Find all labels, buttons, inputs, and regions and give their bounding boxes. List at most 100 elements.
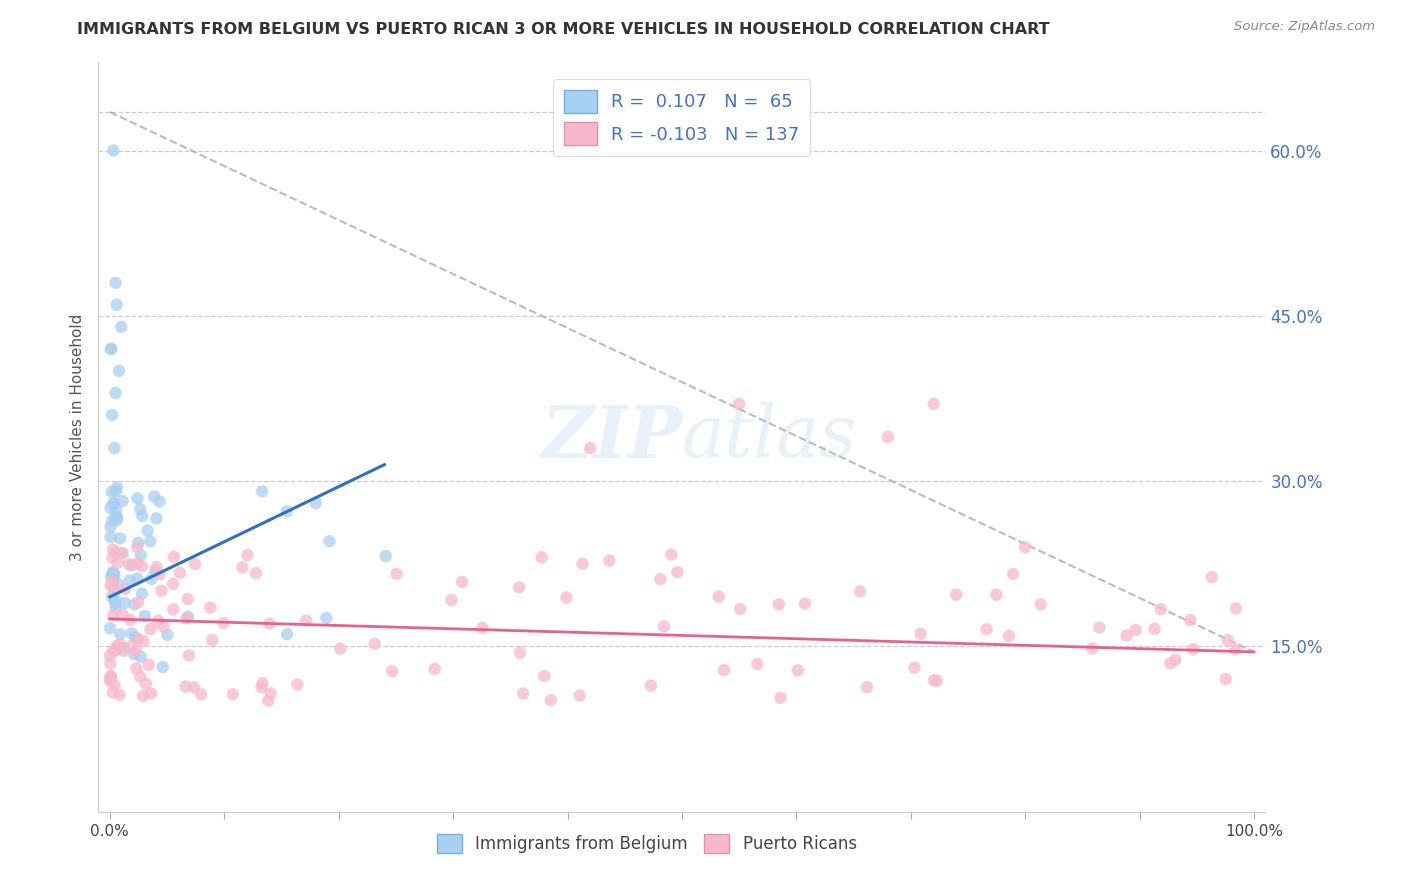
Point: [598, 553, 620, 567]
Point: [104, 678, 127, 692]
Point: [100, 669, 122, 683]
Point: [100, 657, 122, 671]
Point: [786, 664, 808, 678]
Point: [129, 548, 152, 562]
Point: [922, 397, 945, 411]
Point: [381, 665, 404, 679]
Point: [103, 569, 125, 583]
Point: [114, 596, 136, 610]
Point: [728, 397, 751, 411]
Point: [1150, 602, 1173, 616]
Point: [101, 567, 124, 582]
Point: [650, 572, 672, 586]
Point: [129, 649, 152, 664]
Point: [118, 574, 141, 588]
Point: [769, 690, 792, 705]
Point: [910, 626, 932, 640]
Point: [579, 441, 602, 455]
Point: [101, 590, 124, 604]
Point: [640, 679, 662, 693]
Point: [127, 595, 149, 609]
Point: [1164, 653, 1187, 667]
Point: [707, 590, 730, 604]
Point: [250, 681, 273, 695]
Point: [129, 502, 152, 516]
Point: [112, 641, 135, 656]
Point: [114, 582, 136, 596]
Text: Source: ZipAtlas.com: Source: ZipAtlas.com: [1234, 20, 1375, 33]
Point: [162, 577, 184, 591]
Point: [135, 676, 157, 690]
Point: [145, 511, 167, 525]
Point: [122, 647, 145, 661]
Point: [1029, 598, 1052, 612]
Point: [98, 672, 121, 686]
Point: [111, 546, 134, 560]
Point: [533, 669, 555, 683]
Point: [101, 542, 124, 557]
Point: [1159, 657, 1181, 671]
Point: [374, 549, 396, 563]
Point: [108, 637, 131, 651]
Point: [903, 661, 925, 675]
Point: [139, 622, 162, 636]
Point: [101, 408, 124, 422]
Point: [105, 513, 128, 527]
Point: [659, 548, 682, 562]
Point: [110, 627, 132, 641]
Point: [138, 657, 160, 672]
Point: [169, 566, 191, 580]
Point: [174, 680, 197, 694]
Point: [176, 592, 198, 607]
Point: [568, 689, 591, 703]
Point: [127, 571, 149, 585]
Point: [127, 557, 149, 571]
Point: [1014, 541, 1036, 555]
Point: [1088, 620, 1111, 634]
Point: [103, 566, 125, 581]
Text: IMMIGRANTS FROM BELGIUM VS PUERTO RICAN 3 OR MORE VEHICLES IN HOUSEHOLD CORRELAT: IMMIGRANTS FROM BELGIUM VS PUERTO RICAN …: [77, 22, 1050, 37]
Point: [111, 607, 134, 622]
Point: [98, 648, 121, 663]
Point: [131, 509, 153, 524]
Point: [257, 693, 280, 707]
Point: [1201, 570, 1223, 584]
Point: [1182, 642, 1205, 657]
Point: [101, 484, 124, 499]
Point: [555, 591, 578, 605]
Point: [105, 643, 128, 657]
Point: [998, 629, 1021, 643]
Point: [127, 541, 149, 555]
Point: [713, 663, 735, 677]
Point: [176, 611, 198, 625]
Point: [190, 687, 212, 701]
Point: [152, 619, 174, 633]
Point: [107, 577, 129, 591]
Point: [200, 600, 222, 615]
Point: [163, 549, 186, 564]
Point: [259, 686, 281, 700]
Point: [177, 610, 200, 624]
Point: [105, 298, 128, 312]
Point: [305, 496, 328, 510]
Point: [101, 550, 124, 565]
Point: [509, 646, 531, 660]
Point: [104, 276, 127, 290]
Point: [127, 536, 149, 550]
Point: [329, 641, 352, 656]
Point: [183, 680, 205, 694]
Point: [1143, 622, 1166, 636]
Point: [105, 510, 128, 524]
Point: [922, 673, 945, 688]
Point: [104, 386, 127, 401]
Point: [652, 619, 675, 633]
Point: [132, 689, 155, 703]
Point: [131, 559, 153, 574]
Point: [385, 566, 408, 581]
Point: [127, 491, 149, 506]
Point: [986, 588, 1008, 602]
Point: [1002, 566, 1025, 581]
Point: [131, 587, 153, 601]
Point: [101, 565, 124, 579]
Point: [104, 596, 127, 610]
